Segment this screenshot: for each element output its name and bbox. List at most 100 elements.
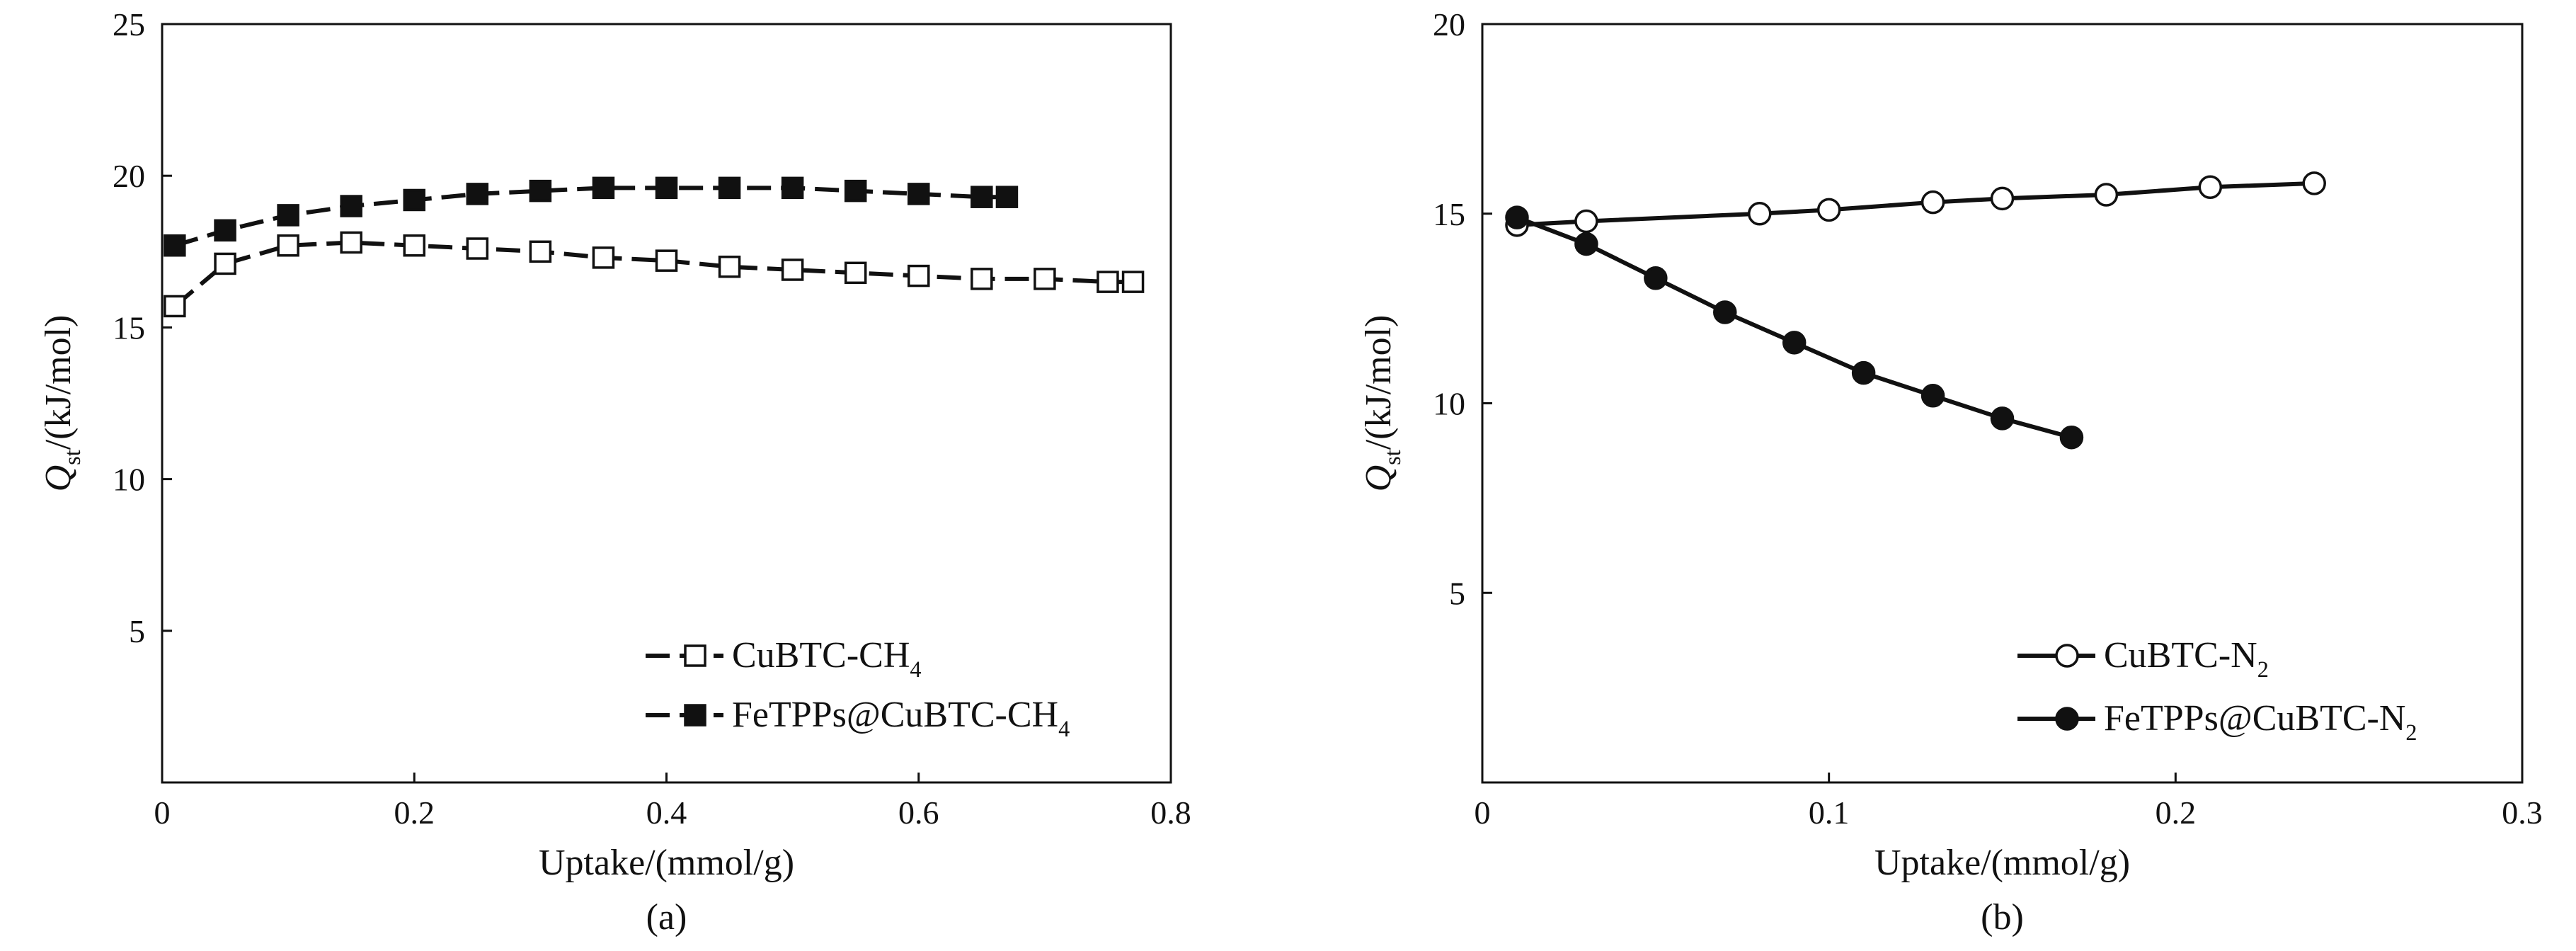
data-point (529, 240, 552, 263)
legend-label-main: FeTPPs@CuBTC-N (2104, 698, 2405, 739)
series-line (1516, 215, 2073, 440)
data-point (1920, 190, 1945, 215)
x-tick-label: 0 (154, 795, 171, 831)
data-point (1920, 384, 1945, 408)
data-point (340, 195, 362, 217)
data-point (214, 219, 236, 242)
y-tick-label: 20 (1433, 6, 1465, 42)
data-point (1034, 268, 1056, 290)
legend-marker (2055, 644, 2079, 668)
series-FeTPPs@CuBTC-CH4 (164, 176, 1019, 257)
series-FeTPPs@CuBTC-N2 (1505, 205, 2084, 450)
y-axis-label: Qst/(kJ/mol) (1358, 315, 1405, 492)
legend-label-main: CuBTC-CH (732, 635, 910, 676)
x-tick-label: 0 (1475, 795, 1491, 831)
legend-label-main: CuBTC-N (2104, 635, 2257, 676)
data-point (214, 252, 236, 275)
data-point (592, 246, 615, 269)
x-tick-label: 0.6 (898, 795, 939, 831)
data-point (844, 179, 867, 203)
data-point (908, 183, 930, 205)
data-point (164, 234, 186, 257)
legend-entry-FeTPPs@CuBTC-CH4: FeTPPs@CuBTC-CH4 (646, 695, 1070, 741)
data-point (655, 249, 678, 272)
y-tick-label: 15 (113, 309, 145, 346)
chart-panel-a: 0 0.2 0.4 0.6 0.8 5 10 15 20 25 Uptake/(mmol/g) Qst… (38, 6, 1191, 938)
panel-label: (b) (1981, 897, 2024, 938)
legend-entry-CuBTC-N2: CuBTC-N2 (2017, 635, 2269, 682)
legend-marker (684, 644, 706, 667)
x-tick-label: 0.8 (1150, 795, 1191, 831)
x-tick-label: 0.2 (2156, 795, 2197, 831)
data-point (2302, 171, 2326, 195)
y-tick-label: 5 (129, 613, 145, 649)
legend-label-subscript: 4 (1058, 716, 1070, 741)
series-CuBTC-N2 (1505, 171, 2326, 237)
data-point (1851, 360, 1876, 385)
data-point (2059, 425, 2084, 450)
data-point (1990, 406, 2015, 431)
data-point (466, 183, 489, 205)
legend-label: FeTPPs@CuBTC-CH4 (732, 695, 1070, 741)
chart-panel-b: 0 0.1 0.2 0.3 5 10 15 20 Uptake/(mmol/g) Qst/(kJ/… (1358, 6, 2543, 938)
data-point (781, 258, 804, 281)
data-point (340, 231, 362, 254)
legend-marker (684, 704, 706, 727)
y-axis-label-symbol: Q (38, 465, 79, 492)
y-tick-label: 20 (113, 158, 145, 194)
plot-frame (161, 23, 1172, 784)
x-axis-label: Uptake/(mmol/g) (1874, 843, 2130, 883)
legend-marker (2055, 707, 2079, 731)
data-point (1097, 271, 1119, 293)
data-point (164, 295, 186, 318)
y-axis-label-subscript: st (59, 450, 85, 465)
y-tick-label: 15 (1433, 196, 1465, 232)
y-tick-label: 25 (113, 6, 145, 42)
data-point (1816, 198, 1841, 222)
data-point (1574, 232, 1598, 256)
data-point (1990, 186, 2015, 211)
y-axis-label-unit: /(kJ/mol) (1358, 315, 1399, 450)
y-tick-label: 5 (1449, 575, 1465, 611)
legend-label-subscript: 4 (910, 656, 921, 682)
data-point (1782, 331, 1807, 355)
series-CuBTC-CH4 (164, 231, 1145, 318)
y-axis-label: Qst/(kJ/mol) (38, 315, 85, 492)
data-point (1713, 300, 1737, 324)
data-point (908, 264, 930, 287)
data-point (844, 261, 867, 285)
panel-label: (a) (646, 897, 687, 938)
data-point (1574, 209, 1598, 234)
x-tick-label: 0.1 (1809, 795, 1850, 831)
data-point (718, 176, 741, 200)
data-point (2094, 183, 2119, 207)
data-point (592, 176, 615, 200)
legend-label: CuBTC-N2 (2104, 635, 2269, 682)
data-point (403, 234, 425, 257)
x-axis-label: Uptake/(mmol/g) (539, 843, 794, 883)
data-point (1121, 271, 1145, 293)
y-axis-label-unit: /(kJ/mol) (38, 315, 79, 450)
data-point (971, 186, 993, 208)
y-axis-label-subscript: st (1380, 450, 1405, 465)
legend-label: CuBTC-CH4 (732, 635, 922, 682)
data-point (1644, 266, 1668, 290)
y-tick-label: 10 (113, 462, 145, 498)
legend-entry-FeTPPs@CuBTC-N2: FeTPPs@CuBTC-N2 (2017, 698, 2417, 745)
data-point (277, 234, 299, 257)
plot-frame (1481, 23, 2524, 784)
legend-label-main: FeTPPs@CuBTC-CH (732, 695, 1058, 735)
legend-label-subscript: 2 (2257, 656, 2269, 682)
y-tick-label: 10 (1433, 386, 1465, 422)
legend-label: FeTPPs@CuBTC-N2 (2104, 698, 2417, 745)
data-point (971, 268, 993, 290)
data-point (2198, 175, 2223, 200)
x-tick-label: 0.2 (394, 795, 435, 831)
legend-entry-CuBTC-CH4: CuBTC-CH4 (646, 635, 922, 682)
data-point (277, 204, 299, 227)
data-point (655, 176, 678, 200)
data-point (995, 186, 1019, 208)
y-axis-label-symbol: Q (1358, 465, 1399, 492)
data-point (466, 237, 489, 260)
